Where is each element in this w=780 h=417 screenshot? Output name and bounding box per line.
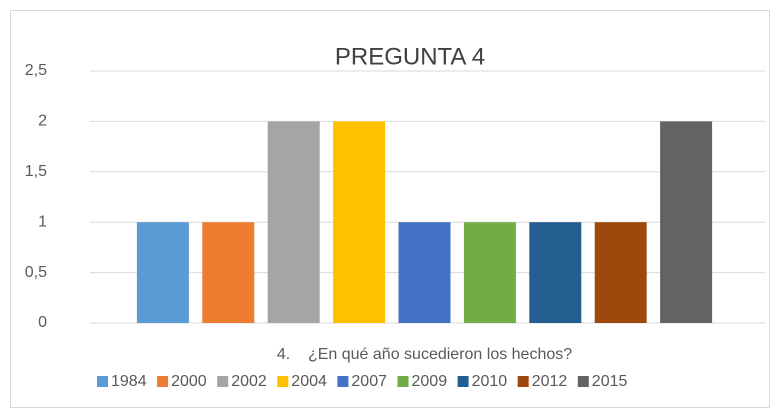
y-tick-label: 2 <box>38 113 47 130</box>
legend-label: 2015 <box>592 373 628 390</box>
y-tick-label: 0 <box>38 314 47 331</box>
legend-swatch <box>577 376 589 387</box>
x-tick-label: 4. ¿En qué año sucedieron los hechos? <box>277 346 572 363</box>
legend-label: 2007 <box>351 373 387 390</box>
legend-swatch <box>97 376 108 387</box>
legend-swatch <box>517 376 529 387</box>
bar <box>267 121 320 324</box>
legend-swatch <box>217 376 229 387</box>
legend-label: 2010 <box>472 373 508 390</box>
legend-swatch <box>337 376 349 387</box>
y-tick-label: 2,5 <box>25 62 47 79</box>
legend-swatch <box>277 376 289 387</box>
chart-title: PREGUNTA 4 <box>335 43 485 70</box>
y-tick-label: 0,5 <box>25 264 47 281</box>
legend-label: 2012 <box>532 373 568 390</box>
legend-label: 1984 <box>111 373 147 390</box>
legend-label: 2002 <box>231 373 267 390</box>
bar <box>136 222 189 323</box>
bar <box>463 222 516 323</box>
bar <box>333 121 386 324</box>
bar <box>202 222 255 323</box>
y-tick-label: 1,5 <box>25 163 47 180</box>
bar <box>660 121 713 324</box>
legend-label: 2004 <box>291 373 327 390</box>
legend-label: 2009 <box>412 373 448 390</box>
chart-border <box>10 10 770 408</box>
bar <box>594 222 647 323</box>
bar <box>398 222 451 323</box>
legend-label: 2000 <box>171 373 207 390</box>
legend-swatch <box>157 376 169 387</box>
bar <box>529 222 582 323</box>
legend-swatch <box>397 376 409 387</box>
legend-swatch <box>457 376 469 387</box>
y-tick-label: 1 <box>38 213 47 230</box>
